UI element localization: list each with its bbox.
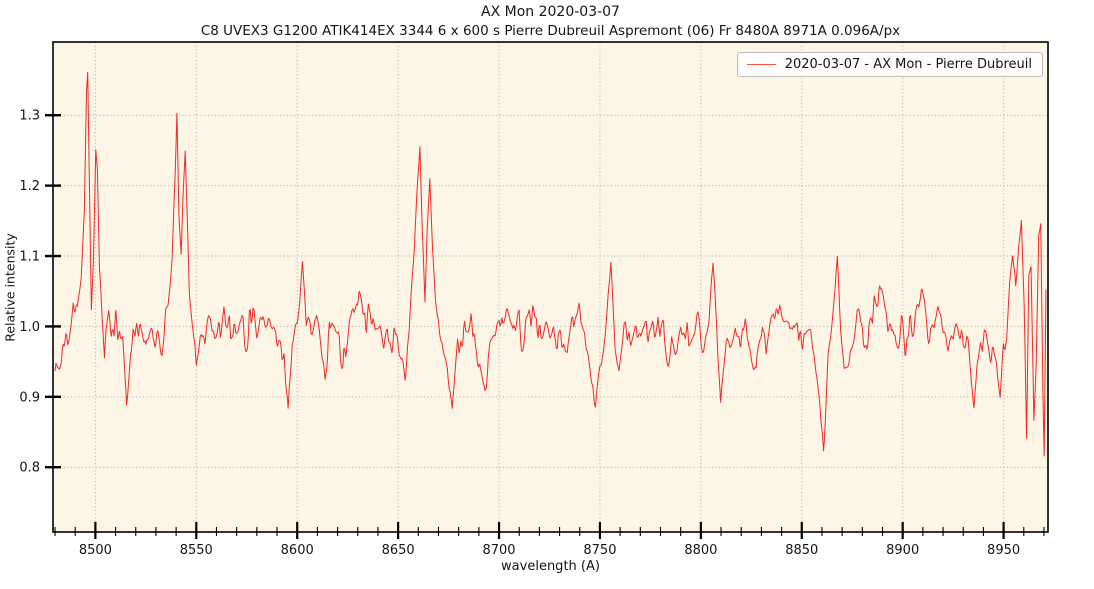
- y-tick-label: 1.2: [19, 179, 40, 194]
- y-tick-label: 1.3: [19, 109, 40, 124]
- x-tick-label: 8750: [583, 543, 616, 558]
- plot-area: 8500 8550 8600 8650 8700 8750 8800 8850 8900 8950…: [19, 41, 1049, 558]
- axes-frame: [52, 41, 1049, 533]
- y-tick-label: 1.1: [19, 250, 40, 265]
- x-tick-label: 8500: [79, 543, 112, 558]
- figure-title: AX Mon 2020-03-07: [481, 4, 620, 20]
- figure-subtitle: C8 UVEX3 G1200 ATIK414EX 3344 6 x 600 s …: [200, 23, 901, 39]
- x-tick-label: 8850: [785, 543, 818, 558]
- x-tick-label: 8600: [281, 543, 314, 558]
- x-tick-label: 8950: [987, 543, 1020, 558]
- x-tick-label: 8900: [886, 543, 919, 558]
- x-tick-label: 8650: [382, 543, 415, 558]
- x-axis-label: wavelength (A): [501, 559, 600, 574]
- y-tick-label: 0.8: [19, 461, 40, 476]
- y-tick-label: 0.9: [19, 390, 40, 405]
- title-block: AX Mon 2020-03-07 C8 UVEX3 G1200 ATIK414…: [53, 3, 1048, 41]
- legend: 2020-03-07 - AX Mon - Pierre Dubreuil: [736, 52, 1043, 77]
- x-tick-label: 8800: [684, 543, 717, 558]
- legend-line-swatch: [746, 64, 776, 65]
- legend-label: 2020-03-07 - AX Mon - Pierre Dubreuil: [784, 57, 1032, 72]
- grid: [53, 42, 1048, 532]
- y-axis-label: Relative intensity: [2, 233, 18, 342]
- plot-background: [53, 42, 1048, 532]
- spectrum-line: [54, 71, 1047, 457]
- y-tick-label: 1.0: [19, 320, 40, 335]
- x-tick-label: 8550: [180, 543, 213, 558]
- x-tick-label: 8700: [482, 543, 515, 558]
